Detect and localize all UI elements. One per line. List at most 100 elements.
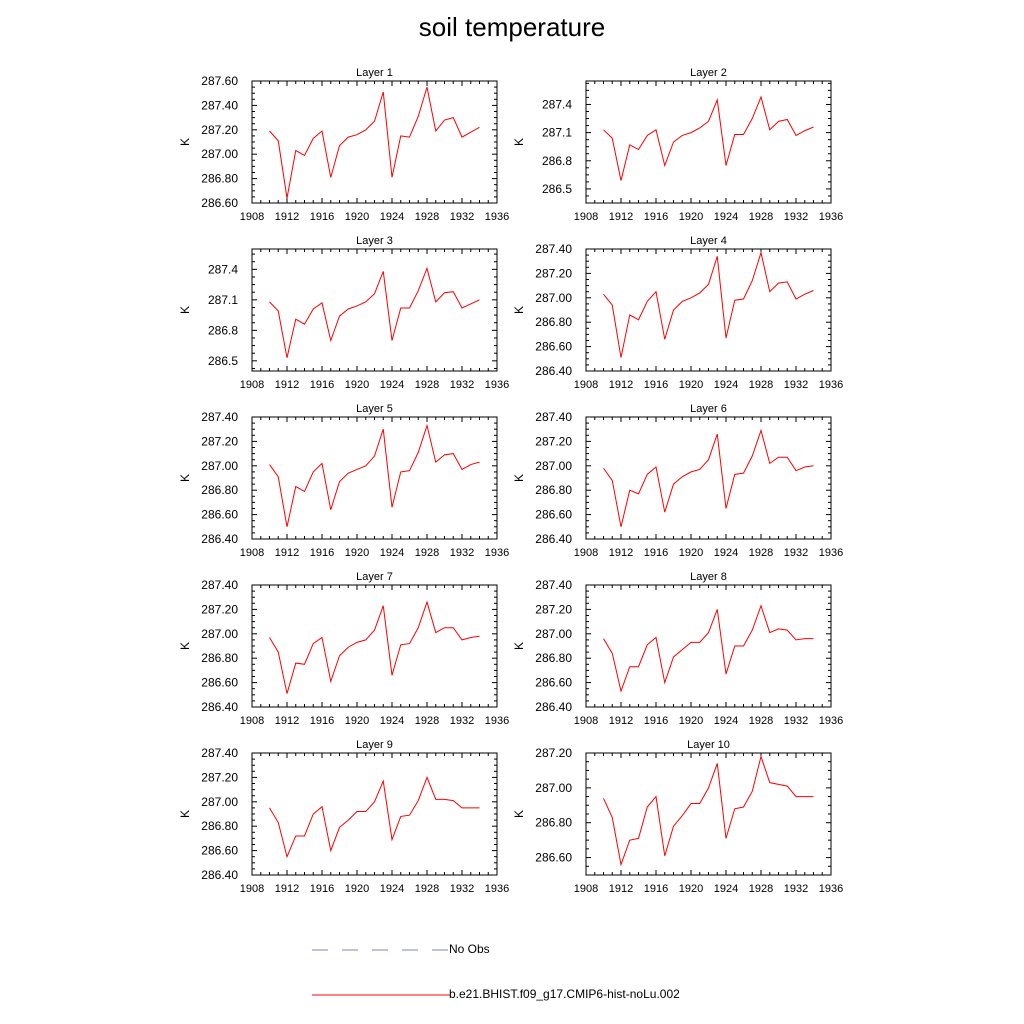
y-tick-label: 287.1: [542, 126, 572, 140]
x-tick-label: 1912: [609, 883, 633, 895]
x-tick-label: 1932: [450, 883, 474, 895]
x-tick-label: 1924: [380, 547, 404, 559]
series-line-1: [603, 754, 814, 867]
y-tick-label: 287.20: [535, 746, 572, 760]
y-tick-label: 286.40: [201, 868, 238, 882]
y-tick-label: 286.8: [542, 154, 572, 168]
x-tick-label: 1924: [714, 715, 738, 727]
x-tick-label: 1908: [240, 883, 264, 895]
x-tick-label: 1928: [749, 715, 773, 727]
x-tick-label: 1916: [644, 379, 668, 391]
plot-frame: [585, 248, 832, 372]
series-line-1: [269, 776, 480, 859]
x-tick-label: 1924: [714, 379, 738, 391]
y-tick-label: 286.60: [535, 340, 572, 354]
x-tick-label: 1924: [714, 211, 738, 223]
x-tick-label: 1920: [679, 547, 703, 559]
panel-title: Layer 1: [356, 67, 393, 79]
x-tick-label: 1932: [784, 547, 808, 559]
x-tick-label: 1924: [380, 379, 404, 391]
x-tick-label: 1924: [714, 883, 738, 895]
plot-area: Layer 8 1908 1912 1916 1920 1924 1928 1932 1936 2…: [512, 571, 843, 727]
x-tick-label: 1928: [415, 547, 439, 559]
plot-frame: [585, 752, 832, 876]
x-tick-label: 1936: [485, 547, 509, 559]
x-tick-label: 1936: [485, 211, 509, 223]
x-tick-label: 1924: [380, 883, 404, 895]
panel-layer-3: Layer 3 1908 1912 1916 1920 1924 1928 1932 1936 2…: [178, 235, 509, 391]
panel-layer-1: Layer 1 1908 1912 1916 1920 1924 1928 1932 1936 2…: [178, 67, 509, 223]
x-tick-label: 1936: [819, 379, 843, 391]
x-tick-label: 1928: [749, 883, 773, 895]
y-axis-label: K: [512, 474, 526, 482]
plot-area: Layer 3 1908 1912 1916 1920 1924 1928 1932 1936 2…: [178, 235, 509, 391]
y-tick-label: 287.20: [201, 770, 238, 784]
y-tick-label: 286.80: [201, 483, 238, 497]
x-tick-label: 1916: [310, 547, 334, 559]
plot-area: Layer 6 1908 1912 1916 1920 1924 1928 1932 1936 2…: [512, 403, 843, 559]
x-tick-label: 1932: [784, 211, 808, 223]
legend-no-obs: No Obs: [312, 939, 532, 959]
x-tick-label: 1908: [574, 547, 598, 559]
x-tick-label: 1916: [310, 715, 334, 727]
y-tick-label: 287.20: [535, 266, 572, 280]
y-axis-label: K: [178, 642, 192, 650]
x-tick-label: 1928: [749, 379, 773, 391]
legend-model-swatch: [312, 994, 450, 996]
series-line-1: [603, 428, 814, 527]
x-tick-label: 1916: [644, 547, 668, 559]
panel-layer-9: Layer 9 1908 1912 1916 1920 1924 1928 1932 1936 2…: [178, 739, 509, 895]
x-tick-label: 1936: [485, 883, 509, 895]
x-tick-label: 1920: [679, 379, 703, 391]
legend-no-obs-label: No Obs: [449, 942, 490, 956]
plot-area: Layer 2 1908 1912 1916 1920 1924 1928 1932 1936 2…: [512, 67, 843, 223]
x-tick-label: 1936: [819, 883, 843, 895]
y-tick-label: 287.40: [535, 578, 572, 592]
plot-area: Layer 4 1908 1912 1916 1920 1924 1928 1932 1936 2…: [512, 235, 843, 391]
x-tick-label: 1920: [345, 715, 369, 727]
plot-frame: [251, 80, 498, 204]
y-tick-label: 287.20: [201, 123, 238, 137]
y-tick-label: 286.60: [535, 676, 572, 690]
panel-layer-7: Layer 7 1908 1912 1916 1920 1924 1928 1932 1936 2…: [178, 571, 509, 727]
panel-title: Layer 7: [356, 571, 393, 583]
y-tick-label: 287.00: [201, 147, 238, 161]
x-tick-label: 1920: [345, 883, 369, 895]
x-tick-label: 1928: [415, 883, 439, 895]
plot-area: Layer 5 1908 1912 1916 1920 1924 1928 1932 1936 2…: [178, 403, 509, 559]
panel-title: Layer 5: [356, 403, 393, 415]
x-tick-label: 1928: [415, 211, 439, 223]
x-tick-label: 1912: [609, 547, 633, 559]
y-tick-label: 287.4: [208, 262, 238, 276]
y-tick-label: 287.4: [542, 97, 572, 111]
legend-model: b.e21.BHIST.f09_g17.CMIP6-hist-noLu.002: [312, 986, 732, 1006]
y-tick-label: 286.40: [535, 364, 572, 378]
y-tick-label: 287.00: [535, 291, 572, 305]
x-tick-label: 1908: [574, 883, 598, 895]
y-tick-label: 287.40: [201, 98, 238, 112]
x-tick-label: 1928: [415, 379, 439, 391]
panel-layer-10: Layer 10 1908 1912 1916 1920 1924 1928 1932 1936…: [512, 739, 843, 895]
y-tick-label: 287.40: [535, 410, 572, 424]
x-tick-label: 1924: [380, 715, 404, 727]
y-tick-label: 287.00: [535, 627, 572, 641]
y-tick-label: 287.60: [201, 74, 238, 88]
x-tick-label: 1916: [310, 883, 334, 895]
x-tick-label: 1920: [345, 379, 369, 391]
y-tick-label: 286.40: [535, 700, 572, 714]
panel-title: Layer 6: [690, 403, 727, 415]
x-tick-label: 1912: [609, 715, 633, 727]
y-tick-label: 286.60: [535, 851, 572, 865]
y-tick-label: 286.80: [201, 819, 238, 833]
y-axis-label: K: [178, 810, 192, 818]
panel-title: Layer 10: [687, 739, 730, 751]
x-tick-label: 1936: [819, 715, 843, 727]
x-tick-label: 1912: [609, 211, 633, 223]
x-tick-label: 1932: [450, 715, 474, 727]
y-axis-label: K: [178, 306, 192, 314]
y-axis-label: K: [512, 810, 526, 818]
x-tick-label: 1912: [275, 715, 299, 727]
x-tick-label: 1920: [679, 883, 703, 895]
y-tick-label: 286.80: [535, 315, 572, 329]
x-tick-label: 1912: [609, 379, 633, 391]
